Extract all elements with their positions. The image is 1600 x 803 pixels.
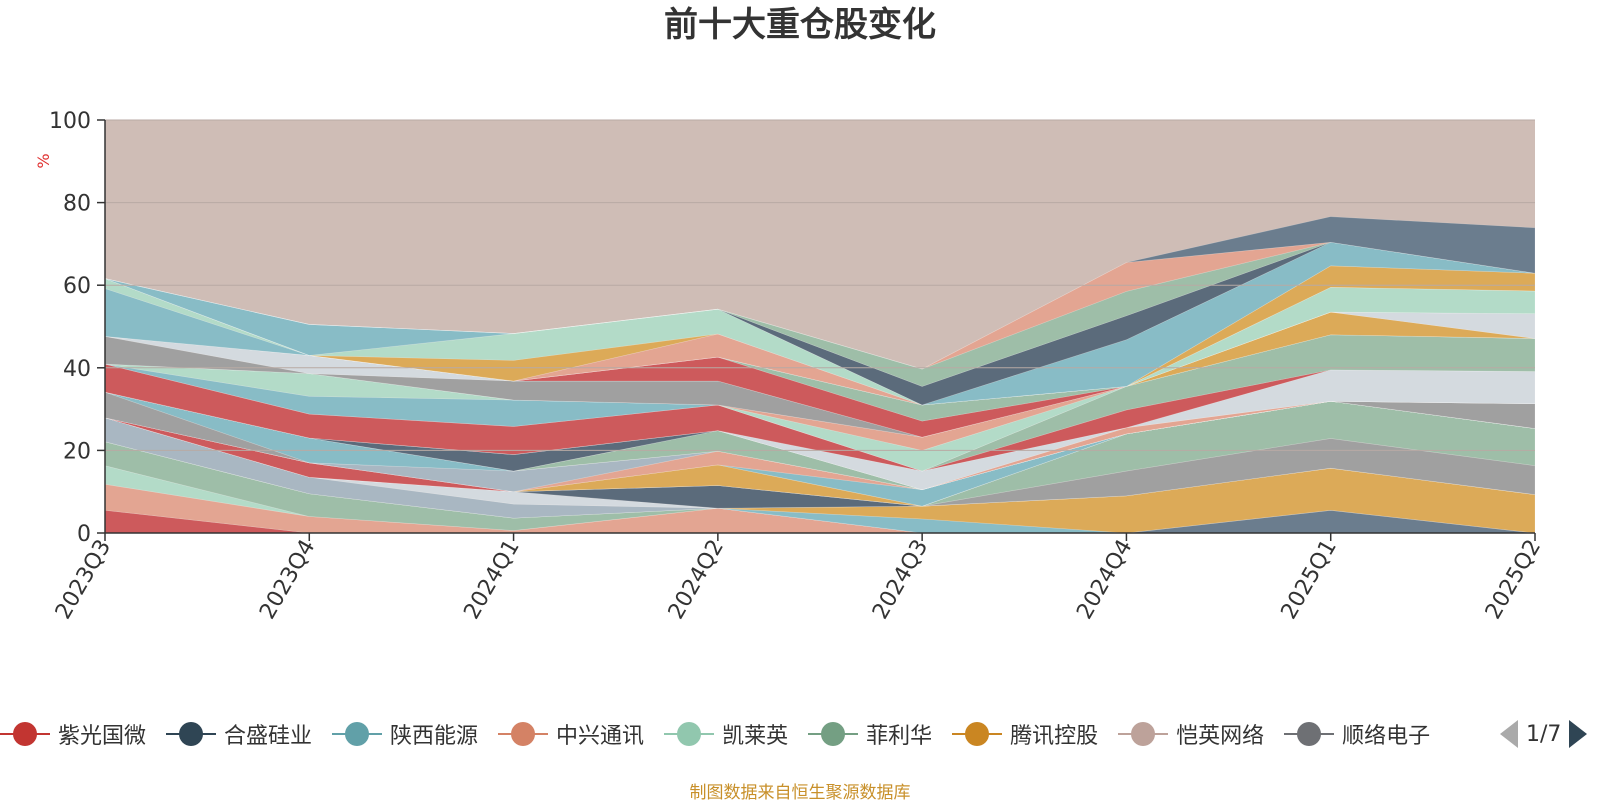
stacked-area-chart: 0 20 40 60 80 100% 2023Q3 2023Q4 2024Q1 2024Q2 202…	[34, 109, 1546, 624]
area-layer-7	[104, 441, 1536, 534]
legend-label: 中兴通讯	[556, 724, 645, 749]
legend: 紫光国微 合盛硅业 陕西能源 中兴通讯 凯莱英 菲利华 腾讯控股 恺英网络 顺络电子 1/7	[0, 714, 1600, 754]
x-tick-label: 2024Q2	[664, 536, 729, 624]
legend-label: 凯莱英	[722, 724, 789, 749]
legend-label: 合盛硅业	[224, 724, 313, 749]
y-tick-label: 0	[77, 522, 91, 547]
legend-pager: 1/7	[1500, 714, 1600, 754]
legend-item[interactable]: 中兴通讯	[498, 714, 644, 754]
legend-marker-icon	[166, 720, 217, 748]
source-note: 制图数据来自恒生聚源数据库	[689, 783, 911, 803]
legend-next-icon[interactable]	[1569, 720, 1588, 748]
legend-item[interactable]: 合盛硅业	[166, 714, 312, 754]
x-tick-label: 2024Q4	[1072, 536, 1137, 624]
y-tick-label: 60	[63, 274, 91, 299]
x-tick-label: 2024Q3	[868, 536, 933, 624]
legend-marker-icon	[952, 720, 1003, 748]
legend-marker-icon	[808, 720, 859, 748]
x-tick-label: 2023Q4	[255, 536, 320, 624]
legend-marker-icon	[0, 720, 50, 748]
legend-item[interactable]: 顺络电子	[1284, 714, 1430, 754]
legend-prev-icon[interactable]	[1500, 720, 1518, 748]
legend-label: 菲利华	[866, 724, 933, 749]
legend-label: 腾讯控股	[1010, 724, 1099, 749]
legend-page-indicator: 1/7	[1526, 721, 1562, 747]
x-tick-label: 2023Q3	[51, 536, 116, 624]
legend-items: 紫光国微 合盛硅业 陕西能源 中兴通讯 凯莱英 菲利华 腾讯控股 恺英网络 顺络电子	[0, 714, 1478, 754]
legend-label: 恺英网络	[1176, 724, 1265, 749]
legend-item[interactable]: 腾讯控股	[952, 714, 1098, 754]
legend-label: 陕西能源	[390, 724, 479, 749]
legend-marker-icon	[1118, 720, 1169, 748]
legend-marker-icon	[332, 720, 383, 748]
legend-item[interactable]: 陕西能源	[332, 714, 478, 754]
legend-item[interactable]: 恺英网络	[1118, 714, 1264, 754]
y-axis-label: %	[34, 153, 53, 168]
legend-label: 顺络电子	[1342, 724, 1431, 749]
legend-marker-icon	[664, 720, 715, 748]
legend-item[interactable]: 凯莱英	[664, 714, 788, 754]
x-tick-label: 2024Q1	[459, 536, 524, 624]
legend-marker-icon	[498, 720, 549, 748]
y-tick-label: 80	[63, 192, 91, 217]
legend-item[interactable]: 菲利华	[808, 714, 932, 754]
legend-label: 紫光国微	[58, 724, 147, 749]
x-tick-label: 2025Q2	[1481, 536, 1546, 624]
chart-title: 前十大重仓股变化	[664, 5, 936, 45]
area-layer-8	[104, 417, 1536, 519]
y-tick-label: 40	[63, 357, 91, 382]
y-tick-label: 20	[63, 439, 91, 464]
legend-item[interactable]: 紫光国微	[0, 714, 146, 754]
legend-marker-icon	[1284, 720, 1335, 748]
area-layer-48	[104, 216, 1536, 370]
x-tick-label: 2025Q1	[1277, 536, 1342, 624]
y-tick-label: 100	[49, 109, 91, 134]
